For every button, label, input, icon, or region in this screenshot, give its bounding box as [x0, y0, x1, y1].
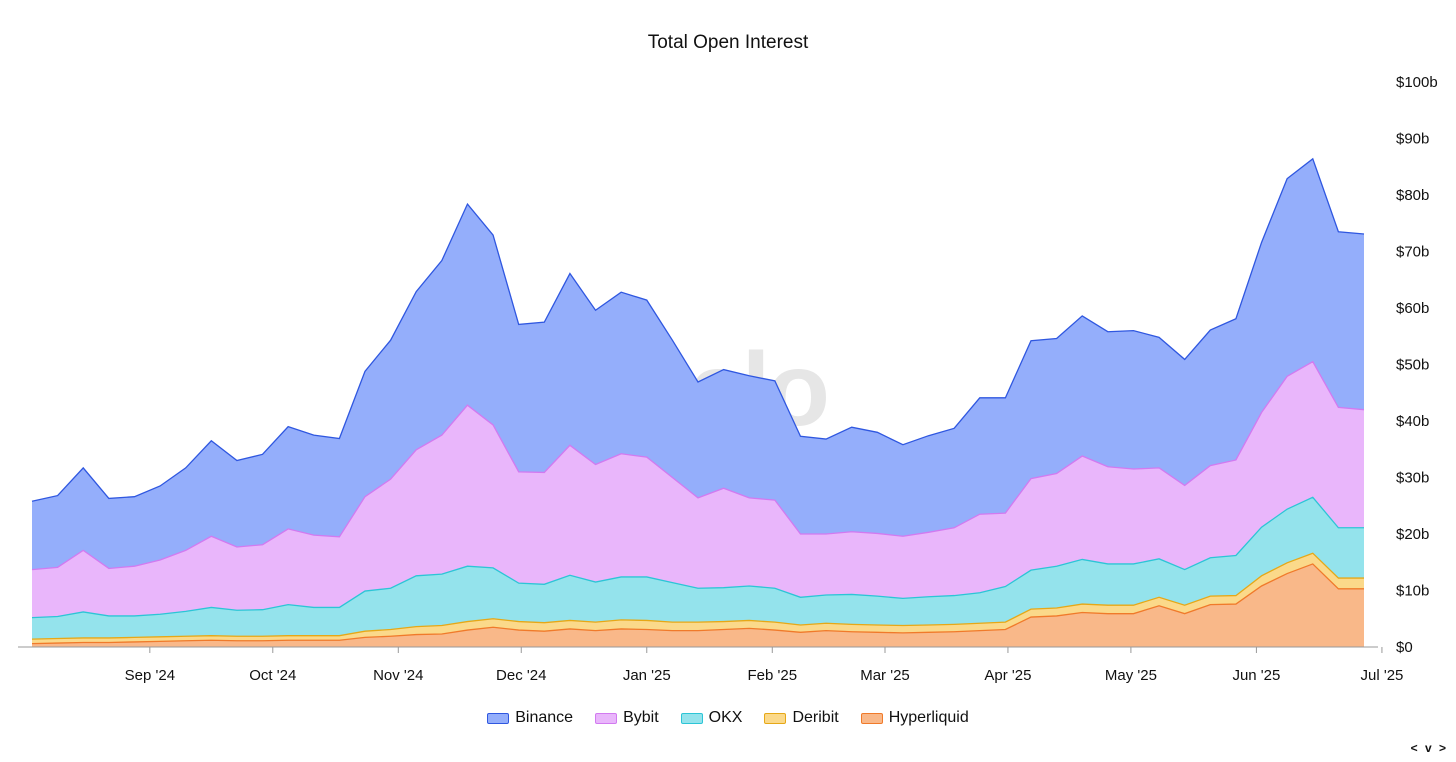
- legend-swatch: [595, 712, 618, 724]
- legend-label: Deribit: [792, 709, 839, 726]
- x-axis: Sep '24 Oct '24 Nov '24 Dec '24 Jan '25 Feb '…: [125, 647, 1403, 684]
- y-axis: $0 $10b $20b $30b $40b $50b $60b $70b $80b $90b $1…: [1396, 74, 1438, 656]
- legend-label: OKX: [708, 709, 743, 726]
- line-deribit: [31, 552, 1364, 640]
- legend: Binance Bybit OKX Deribit Hyperliquid: [0, 709, 1456, 727]
- x-tick-label: Jan '25: [623, 667, 671, 684]
- x-tick-label: Sep '24: [125, 667, 175, 684]
- line-okx: [31, 496, 1364, 619]
- x-tick-label: Oct '24: [249, 667, 296, 684]
- legend-label: Binance: [515, 709, 574, 726]
- x-tick-label: Nov '24: [373, 667, 423, 684]
- chart-title: Total Open Interest: [647, 32, 809, 53]
- line-bybit: [31, 360, 1365, 571]
- stacked-areas: [31, 157, 1365, 647]
- legend-item-okx[interactable]: OKX: [680, 709, 743, 727]
- area-hyperliquid: [32, 563, 1364, 647]
- y-tick-label: $40b: [1396, 413, 1429, 430]
- legend-swatch: [680, 712, 703, 724]
- legend-label: Hyperliquid: [888, 709, 969, 726]
- y-tick-label: $60b: [1396, 300, 1429, 317]
- x-tick-label: Feb '25: [747, 667, 797, 684]
- y-tick-label: $20b: [1396, 526, 1429, 543]
- y-tick-label: $0: [1396, 639, 1413, 656]
- y-tick-label: $100b: [1396, 74, 1438, 91]
- x-tick-label: May '25: [1105, 667, 1157, 684]
- y-tick-label: $80b: [1396, 187, 1429, 204]
- y-tick-label: $50b: [1396, 357, 1429, 374]
- legend-item-binance[interactable]: Binance: [487, 709, 573, 727]
- x-tick-label: Mar '25: [860, 667, 910, 684]
- area-bybit: [32, 361, 1364, 618]
- legend-swatch: [860, 712, 883, 724]
- x-tick-label: Jul '25: [1360, 667, 1403, 684]
- legend-item-hyperliquid[interactable]: Hyperliquid: [860, 709, 969, 727]
- line-hyperliquid: [31, 563, 1364, 645]
- nav-arrows[interactable]: < v >: [1410, 741, 1448, 755]
- area-okx: [32, 497, 1364, 640]
- y-tick-label: $10b: [1396, 583, 1429, 600]
- y-tick-label: $90b: [1396, 131, 1429, 148]
- legend-swatch: [764, 712, 787, 724]
- legend-item-deribit[interactable]: Deribit: [764, 709, 839, 727]
- x-tick-label: Jun '25: [1232, 667, 1280, 684]
- x-tick-label: Apr '25: [984, 667, 1031, 684]
- y-tick-label: $70b: [1396, 244, 1429, 261]
- y-tick-label: $30b: [1396, 470, 1429, 487]
- legend-item-bybit[interactable]: Bybit: [595, 709, 659, 727]
- area-binance: [32, 158, 1364, 570]
- legend-label: Bybit: [623, 709, 659, 726]
- line-binance: [31, 157, 1365, 502]
- legend-swatch: [487, 712, 510, 724]
- area-deribit: [32, 553, 1364, 644]
- x-tick-label: Dec '24: [496, 667, 546, 684]
